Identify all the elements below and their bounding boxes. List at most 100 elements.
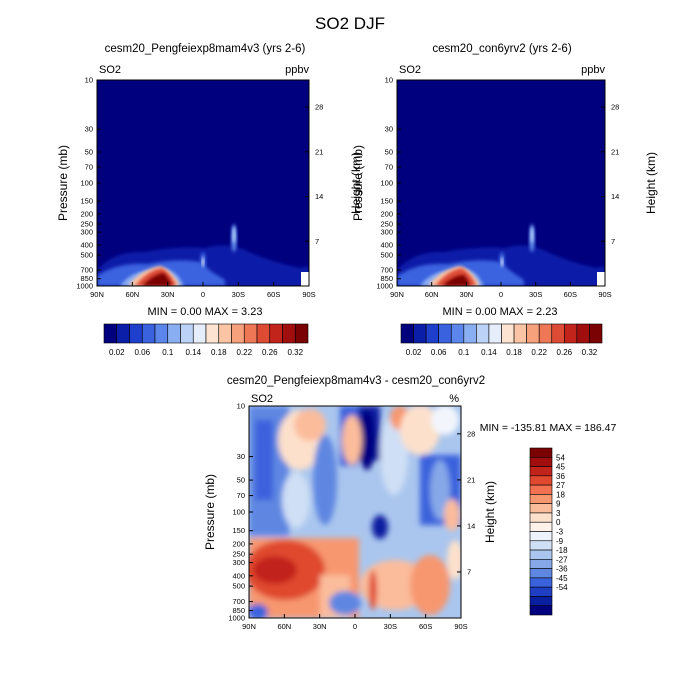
colorbar-label: 0.14: [185, 348, 201, 357]
y-tick-label: 700: [80, 266, 93, 275]
y-right-axis-title: Height (km): [483, 481, 497, 543]
x-tick-label: 60N: [277, 622, 291, 631]
figure-title: SO2 DJF: [315, 14, 385, 33]
colorbar-box: [529, 484, 553, 495]
colorbar-label: 0: [556, 518, 561, 527]
colorbar-box: [103, 323, 118, 344]
colorbar-label: 0.02: [109, 348, 125, 357]
x-tick-label: 0: [499, 290, 503, 299]
colorbar-label: 0.32: [287, 348, 303, 357]
colorbar-box: [141, 323, 156, 344]
y-tick-label: 250: [232, 550, 245, 559]
colorbar-box: [529, 586, 553, 597]
colorbar-label: 0.22: [236, 348, 252, 357]
colorbar-label: 0.32: [582, 348, 598, 357]
latitude-axis: 90N 60N 30N 0 30S 60S 90S: [390, 282, 612, 299]
y-tick-label: 10: [85, 76, 93, 85]
colorbar-box: [551, 323, 565, 344]
y-tick-label: 300: [80, 228, 93, 237]
colorbar-label: 0.06: [431, 348, 447, 357]
y-tick-label: 50: [385, 147, 393, 156]
y-right-tick-label: 7: [315, 237, 319, 246]
x-tick-label: 90N: [390, 290, 404, 299]
colorbar-box: [529, 447, 553, 458]
y-right-tick-label: 14: [611, 192, 619, 201]
colorbar-label: 0.18: [506, 348, 522, 357]
y-tick-label: 400: [380, 241, 393, 250]
y-right-tick-label: 7: [611, 237, 615, 246]
x-tick-label: 30S: [529, 290, 542, 299]
x-tick-label: 60N: [425, 290, 439, 299]
latitude-axis: 90N 60N 30N 0 30S 60S 90S: [242, 614, 468, 631]
colorbar-box: [529, 503, 553, 514]
colorbar-label: 54: [556, 453, 565, 462]
x-tick-label: 60S: [267, 290, 280, 299]
y-tick-label: 50: [237, 476, 245, 485]
y-tick-label: 500: [80, 250, 93, 259]
y-tick-label: 10: [385, 76, 393, 85]
colorbar-box: [205, 323, 220, 344]
colorbar-label: -54: [556, 583, 568, 592]
colorbar: 0.02 0.06 0.1 0.14 0.18 0.22 0.26 0.32: [103, 323, 309, 357]
height-axis: 28 21 14 7: [601, 103, 619, 246]
x-tick-label: 60S: [419, 622, 432, 631]
y-tick-label: 100: [380, 179, 393, 188]
y-tick-label: 200: [380, 210, 393, 219]
y-tick-label: 200: [232, 539, 245, 548]
x-tick-label: 30S: [384, 622, 397, 631]
colorbar-box: [129, 323, 143, 344]
y-tick-label: 70: [385, 163, 393, 172]
panel-top-left: cesm20_Pengfeiexp8mam4v3 (yrs 2-6) SO2 p…: [56, 43, 363, 357]
y-right-tick-label: 21: [467, 475, 475, 484]
colorbar-box: [488, 323, 502, 344]
colorbar-label: -18: [556, 546, 568, 555]
colorbar-label: 27: [556, 481, 565, 490]
x-tick-label: 90S: [302, 290, 315, 299]
colorbar-box: [529, 466, 553, 477]
units-label: ppbv: [581, 64, 605, 76]
colorbar-box: [476, 323, 490, 344]
colorbar-box: [529, 596, 553, 607]
x-tick-label: 30N: [313, 622, 327, 631]
y-tick-label: 30: [85, 125, 93, 134]
colorbar-box: [529, 531, 553, 542]
y-right-tick-label: 14: [315, 192, 323, 201]
height-axis: 28 21 14 7: [305, 103, 323, 246]
colorbar-box: [269, 323, 283, 344]
min-max-readout: MIN = 0.00 MAX = 3.23: [148, 306, 263, 318]
colorbar-label: -9: [556, 537, 564, 546]
y-tick-label: 850: [380, 274, 393, 283]
colorbar-box: [218, 323, 232, 344]
x-tick-label: 0: [353, 622, 357, 631]
colorbar-box: [180, 323, 194, 344]
plot-field: [397, 80, 605, 286]
y-tick-label: 700: [380, 266, 393, 275]
colorbar-box: [529, 512, 553, 523]
colorbar-box: [529, 475, 553, 486]
y-axis-title: Pressure (mb): [203, 474, 217, 550]
colorbar-label: 0.1: [162, 348, 174, 357]
y-tick-label: 150: [380, 197, 393, 206]
y-tick-label: 1000: [376, 282, 393, 291]
variable-label: SO2: [99, 64, 121, 76]
min-max-readout: MIN = 0.00 MAX = 2.23: [443, 306, 558, 318]
colorbar-box: [438, 323, 452, 344]
colorbar-label: -3: [556, 528, 564, 537]
height-axis: 28 21 14 7: [457, 429, 475, 576]
y-tick-label: 1000: [76, 282, 93, 291]
variable-label: SO2: [399, 64, 421, 76]
colorbar-box: [529, 605, 553, 616]
x-tick-label: 90S: [454, 622, 467, 631]
colorbar-label: 0.14: [481, 348, 497, 357]
colorbar-box: [589, 323, 603, 344]
colorbar-label: 45: [556, 463, 565, 472]
colorbar-box: [529, 568, 553, 579]
y-tick-label: 1000: [228, 614, 245, 623]
plot-field: [97, 80, 309, 286]
y-right-tick-label: 28: [611, 103, 619, 112]
colorbar-box: [529, 521, 553, 532]
